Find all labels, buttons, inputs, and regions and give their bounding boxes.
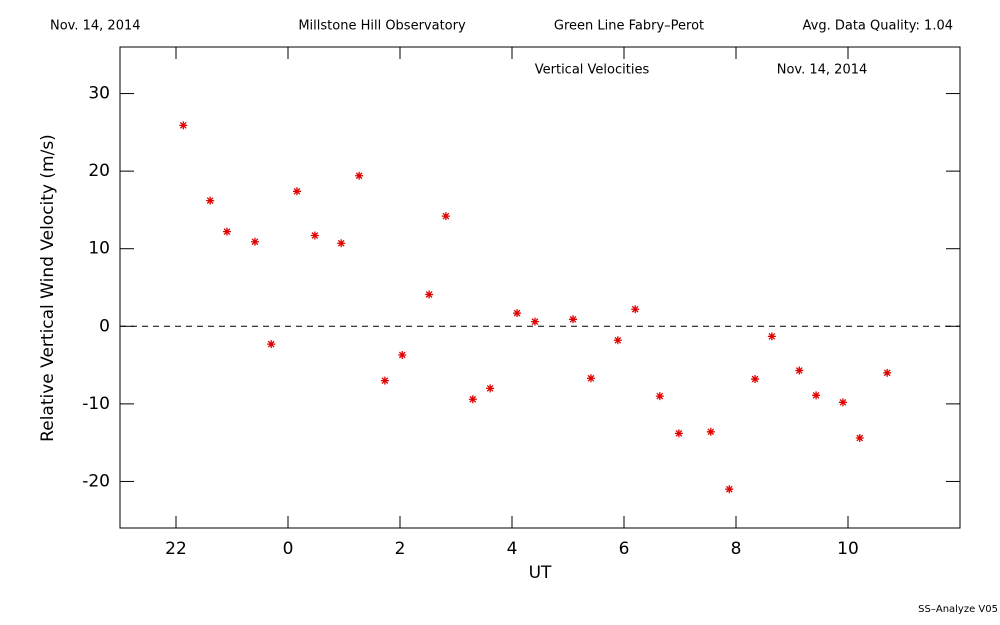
data-point: [613, 336, 622, 345]
data-point: [655, 392, 664, 401]
x-tick-label: 2: [395, 539, 406, 559]
x-tick-label: 8: [731, 539, 742, 559]
data-point: [751, 375, 760, 384]
x-axis-label: UT: [529, 563, 552, 583]
data-point: [292, 187, 301, 196]
data-point: [222, 227, 231, 236]
x-tick-label: 0: [283, 539, 294, 559]
data-point: [725, 485, 734, 494]
data-point: [425, 290, 434, 299]
chart-title: Vertical Velocities: [535, 63, 650, 78]
data-point: [855, 434, 864, 443]
y-tick-label: 20: [88, 161, 110, 181]
data-point: [337, 239, 346, 248]
data-point: [380, 376, 389, 385]
data-point: [468, 395, 477, 404]
chart-subtitle: Nov. 14, 2014: [777, 63, 868, 78]
x-tick-label: 4: [507, 539, 518, 559]
data-point: [206, 196, 215, 205]
data-point: [530, 317, 539, 326]
header-quality: Avg. Data Quality: 1.04: [803, 19, 953, 34]
data-point: [586, 374, 595, 383]
data-point: [355, 171, 364, 180]
y-tick-label: -10: [82, 394, 110, 414]
data-point: [795, 366, 804, 375]
x-tick-label: 10: [837, 539, 859, 559]
y-tick-label: 0: [99, 316, 110, 336]
plot-frame: [119, 46, 961, 529]
header-observatory: Millstone Hill Observatory: [298, 19, 466, 34]
data-point: [812, 391, 821, 400]
y-tick-label: 30: [88, 84, 110, 104]
x-tick-label: 6: [619, 539, 630, 559]
data-point: [631, 305, 640, 314]
data-point: [883, 368, 892, 377]
header-instrument: Green Line Fabry–Perot: [554, 19, 704, 34]
data-point: [513, 309, 522, 318]
data-point: [310, 231, 319, 240]
data-point: [179, 121, 188, 130]
data-point: [267, 340, 276, 349]
y-tick-label: 10: [88, 239, 110, 259]
header-date: Nov. 14, 2014: [50, 19, 141, 34]
y-axis-label: Relative Vertical Wind Velocity (m/s): [38, 134, 58, 442]
data-point: [706, 427, 715, 436]
data-point: [486, 384, 495, 393]
data-point: [250, 237, 259, 246]
data-point: [398, 350, 407, 359]
y-tick-label: -20: [82, 471, 110, 491]
data-point: [569, 315, 578, 324]
data-point: [838, 398, 847, 407]
data-point: [767, 332, 776, 341]
data-point: [674, 429, 683, 438]
x-tick-label: 22: [165, 539, 187, 559]
footer: SS–Analyze V05: [918, 604, 998, 615]
data-point: [441, 212, 450, 221]
